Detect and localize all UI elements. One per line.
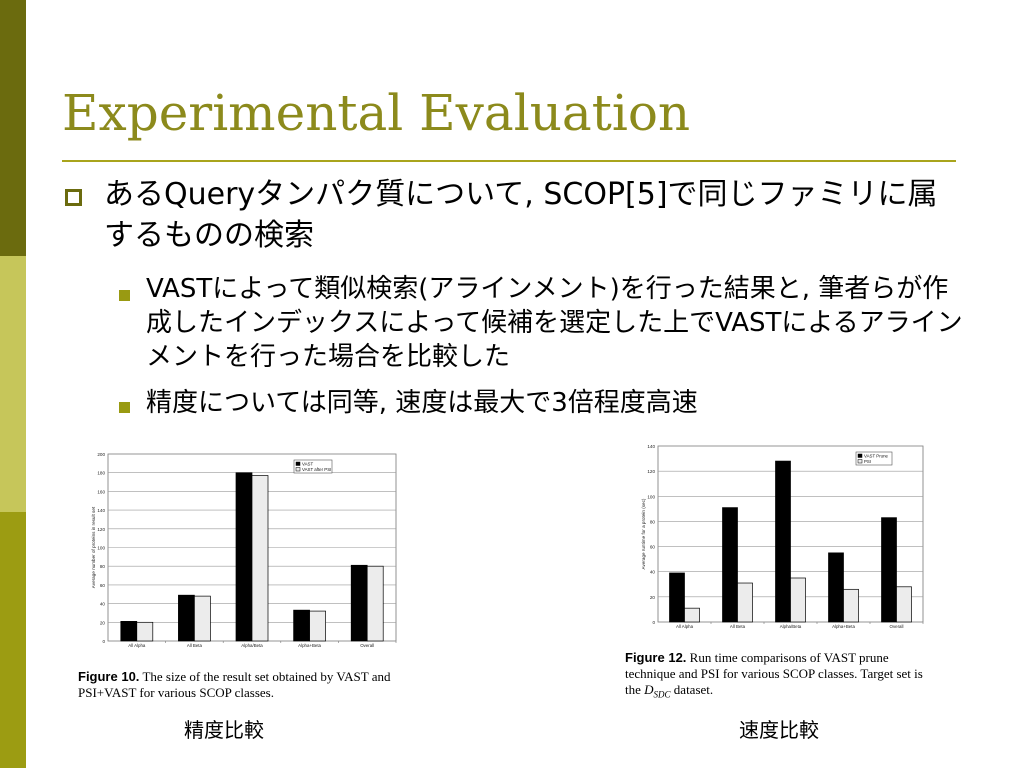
- bar: [828, 552, 844, 623]
- figure-10-text: The size of the result set obtained by V…: [78, 669, 391, 700]
- x-tick-label: Overall: [890, 624, 904, 629]
- figure-10-caption: Figure 10. The size of the result set ob…: [78, 669, 398, 701]
- y-tick-label: 100: [97, 546, 105, 551]
- bar: [790, 577, 806, 623]
- bar: [309, 610, 326, 642]
- legend-swatch: [857, 453, 863, 458]
- figure-12-text-end: dataset.: [673, 682, 714, 697]
- y-tick-label: 20: [100, 620, 106, 625]
- bar: [350, 564, 368, 642]
- y-tick-label: 140: [97, 508, 105, 513]
- y-tick-label: 100: [647, 494, 655, 499]
- figure-12-caption: Figure 12. Run time comparisons of VAST …: [625, 650, 925, 703]
- legend-label: VAST: [302, 461, 313, 466]
- bullet-main-text: あるQueryタンパク質について, SCOP[5]で同じファミリに属するものの検…: [104, 177, 938, 253]
- left-accent-bar-bottom: [0, 512, 26, 768]
- bar: [194, 595, 211, 642]
- y-tick-label: 80: [100, 564, 106, 569]
- bar: [737, 582, 753, 623]
- legend-box: [855, 451, 893, 466]
- y-tick-label: 0: [102, 639, 105, 644]
- runtime-bar-chart: 0 20 40 60 80 100 120 140 Average runtime for a …: [641, 444, 924, 629]
- legend-box: [293, 459, 333, 474]
- figure-12-chart: 0 20 40 60 80 100 120 140 Average runtime for a …: [622, 438, 932, 640]
- slide-title: Experimental Evaluation: [62, 84, 691, 142]
- y-tick-label: 120: [647, 469, 655, 474]
- bar: [669, 572, 685, 623]
- precision-comparison-label: 精度比較: [184, 718, 264, 742]
- figure-12-math-sub: SDC: [653, 689, 671, 700]
- sub-bullet-comparison-text: VASTによって類似検索(アラインメント)を行った結果と, 筆者らが作成したイン…: [146, 274, 963, 372]
- legend-label: VAST Prune: [864, 453, 889, 458]
- bar: [251, 475, 269, 642]
- legend-label: VAST after PSI: [302, 467, 331, 472]
- x-tick-label: All Alpha: [676, 624, 694, 629]
- x-tick-label: Alpha/Beta: [241, 643, 263, 648]
- bar: [293, 609, 310, 642]
- figure-12-text: Run time comparisons of VAST prune techn…: [625, 650, 923, 697]
- y-tick-label: 0: [652, 620, 655, 625]
- y-tick-label: 120: [97, 527, 105, 532]
- legend-swatch: [295, 467, 301, 472]
- y-tick-label: 180: [97, 471, 105, 476]
- x-tick-label: All Beta: [187, 643, 203, 648]
- bar: [120, 621, 138, 642]
- figure-10-chart: 0 20 40 60 80 100 120 140 160 180 200 Average numbe…: [88, 448, 400, 660]
- figure-12-math: D: [644, 682, 654, 697]
- sub-bullet-result-text: 精度については同等, 速度は最大で3倍程度高速: [146, 388, 698, 418]
- bar: [684, 607, 700, 623]
- x-tick-label: Overall: [360, 643, 374, 648]
- bar: [136, 621, 154, 642]
- x-tick-label: All Alpha: [128, 643, 146, 648]
- figure-10-label: Figure 10.: [78, 669, 140, 684]
- legend-label: PSI: [864, 459, 871, 464]
- y-axis-label: Average runtime for a protein (sec): [641, 498, 646, 569]
- y-tick-label: 40: [650, 570, 656, 575]
- title-divider: [62, 160, 956, 162]
- y-tick-label: 200: [97, 452, 105, 457]
- square-bullet-icon: [119, 290, 130, 301]
- bar: [722, 507, 738, 623]
- y-tick-label: 80: [650, 519, 656, 524]
- y-tick-label: 20: [650, 595, 656, 600]
- precision-bar-chart: 0 20 40 60 80 100 120 140 160 180 200 Average numbe…: [91, 452, 397, 648]
- bar: [366, 565, 384, 642]
- x-tick-label: Alpha/Beta: [780, 624, 802, 629]
- bar: [881, 517, 897, 623]
- square-bullet-icon: [119, 402, 130, 413]
- left-accent-bar-middle: [0, 256, 26, 512]
- bar: [235, 472, 253, 642]
- bar: [775, 460, 791, 623]
- x-tick-label: Alpha+Beta: [832, 624, 855, 629]
- bar: [896, 586, 912, 623]
- y-tick-label: 60: [100, 583, 106, 588]
- x-tick-label: All Beta: [730, 624, 746, 629]
- legend-swatch: [857, 459, 863, 464]
- x-tick-label: Alpha+Beta: [298, 643, 321, 648]
- bar: [178, 594, 195, 642]
- y-tick-label: 40: [100, 602, 106, 607]
- y-tick-label: 60: [650, 545, 656, 550]
- y-axis-label: Average number of proteins in result set: [91, 506, 96, 588]
- speed-comparison-label: 速度比較: [739, 718, 819, 742]
- figure-12-label: Figure 12.: [625, 650, 687, 665]
- y-tick-label: 160: [97, 489, 105, 494]
- hollow-square-bullet-icon: [65, 189, 82, 206]
- left-accent-bar-top: [0, 0, 26, 256]
- bar: [843, 588, 859, 623]
- legend-swatch: [295, 461, 301, 466]
- y-tick-label: 140: [647, 444, 655, 449]
